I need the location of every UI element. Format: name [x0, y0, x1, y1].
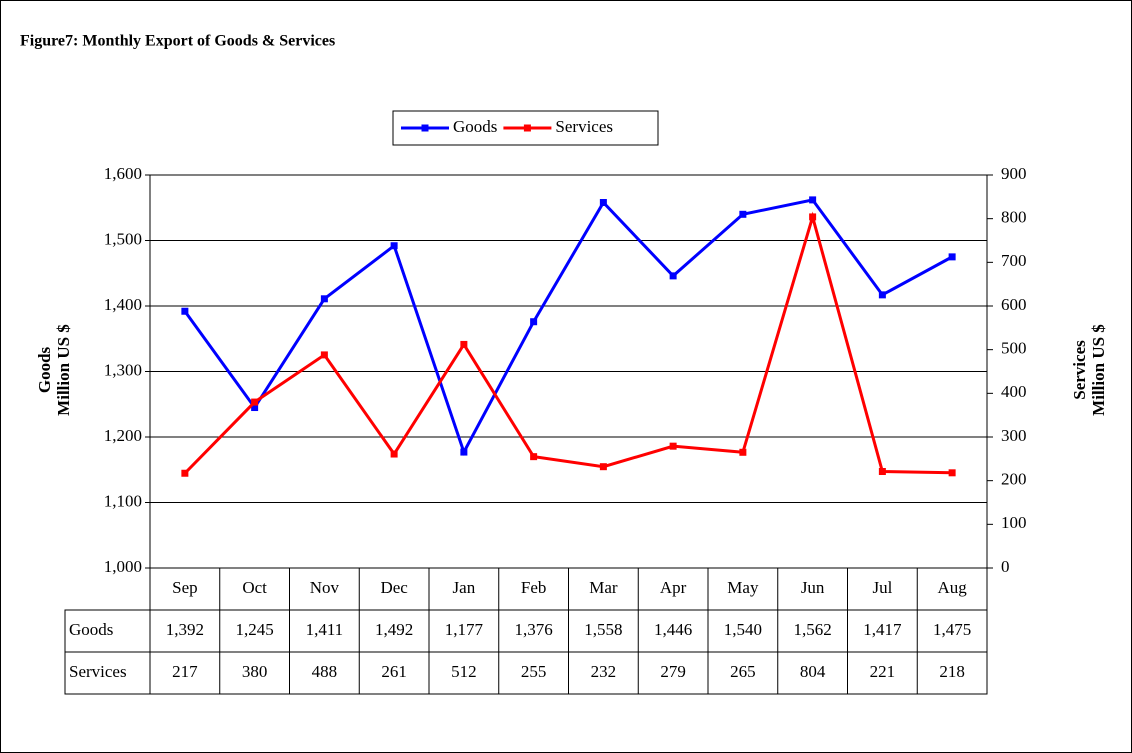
legend-marker	[523, 124, 531, 132]
data-label: 1,245	[236, 620, 274, 639]
marker	[599, 463, 607, 471]
data-label: 1,562	[794, 620, 832, 639]
chart-title: Figure7: Monthly Export of Goods & Servi…	[20, 33, 335, 50]
y2-tick-label: 800	[1001, 208, 1027, 227]
y-tick-label: 1,300	[104, 360, 142, 379]
series-line	[183, 211, 953, 475]
y2-tick-label: 900	[1001, 164, 1027, 183]
x-tick-label: May	[727, 578, 759, 597]
marker	[948, 469, 956, 477]
data-label: 218	[939, 662, 965, 681]
y2-axis-label: Million US $	[1089, 324, 1108, 416]
y2-tick-label: 700	[1001, 251, 1027, 270]
marker	[251, 398, 259, 406]
y2-tick-label: 200	[1001, 470, 1027, 489]
marker	[530, 318, 538, 326]
x-tick-label: Jan	[453, 578, 476, 597]
legend-label: Goods	[453, 117, 497, 136]
data-label: 804	[800, 662, 826, 681]
table-row-label: Services	[69, 662, 127, 681]
marker	[739, 210, 747, 218]
marker	[390, 242, 398, 250]
y2-tick-label: 400	[1001, 382, 1027, 401]
y2-tick-label: 0	[1001, 557, 1010, 576]
legend-marker	[421, 124, 429, 132]
x-tick-label: Mar	[589, 578, 618, 597]
data-label: 1,475	[933, 620, 971, 639]
data-label: 265	[730, 662, 756, 681]
data-label: 232	[591, 662, 617, 681]
marker	[460, 340, 468, 348]
marker	[320, 295, 328, 303]
x-tick-label: Nov	[310, 578, 340, 597]
marker	[809, 196, 817, 204]
marker	[460, 448, 468, 456]
data-label: 1,417	[863, 620, 902, 639]
marker	[320, 351, 328, 359]
x-tick-label: Feb	[521, 578, 547, 597]
table-row-label: Goods	[69, 620, 113, 639]
data-label: 1,177	[445, 620, 484, 639]
y2-tick-label: 500	[1001, 339, 1027, 358]
marker	[739, 448, 747, 456]
legend-label: Services	[555, 117, 613, 136]
data-label: 512	[451, 662, 477, 681]
data-label: 380	[242, 662, 268, 681]
x-tick-label: Apr	[660, 578, 687, 597]
data-label: 279	[660, 662, 686, 681]
y-tick-label: 1,500	[104, 229, 142, 248]
x-tick-label: Oct	[242, 578, 267, 597]
y-tick-label: 1,600	[104, 164, 142, 183]
marker	[948, 253, 956, 261]
x-tick-label: Jul	[872, 578, 892, 597]
data-label: 1,492	[375, 620, 413, 639]
data-label: 217	[172, 662, 198, 681]
y-tick-label: 1,400	[104, 295, 142, 314]
y2-axis-label: Services	[1070, 340, 1089, 400]
data-label: 488	[312, 662, 338, 681]
y-tick-label: 1,100	[104, 491, 142, 510]
marker	[878, 291, 886, 299]
marker	[599, 199, 607, 207]
data-label: 1,540	[724, 620, 762, 639]
data-label: 1,558	[584, 620, 622, 639]
marker	[878, 467, 886, 475]
marker	[809, 213, 817, 221]
marker	[181, 307, 189, 315]
data-label: 1,376	[515, 620, 553, 639]
data-label: 1,411	[306, 620, 344, 639]
x-tick-label: Dec	[380, 578, 408, 597]
data-label: 221	[870, 662, 896, 681]
marker	[181, 469, 189, 477]
data-label: 1,392	[166, 620, 204, 639]
y-tick-label: 1,200	[104, 426, 142, 445]
data-label: 261	[381, 662, 407, 681]
y-axis-label: Goods	[35, 346, 54, 393]
y2-tick-label: 300	[1001, 426, 1027, 445]
data-label: 1,446	[654, 620, 692, 639]
marker	[251, 404, 259, 412]
marker	[530, 453, 538, 461]
y2-tick-label: 100	[1001, 513, 1027, 532]
series-line	[183, 198, 953, 456]
y-axis-label: Million US $	[54, 324, 73, 416]
marker	[669, 272, 677, 280]
marker	[390, 450, 398, 458]
y-tick-label: 1,000	[104, 557, 142, 576]
x-tick-label: Aug	[937, 578, 967, 597]
marker	[669, 442, 677, 450]
data-label: 255	[521, 662, 547, 681]
y2-tick-label: 600	[1001, 295, 1027, 314]
x-tick-label: Jun	[801, 578, 825, 597]
x-tick-label: Sep	[172, 578, 198, 597]
